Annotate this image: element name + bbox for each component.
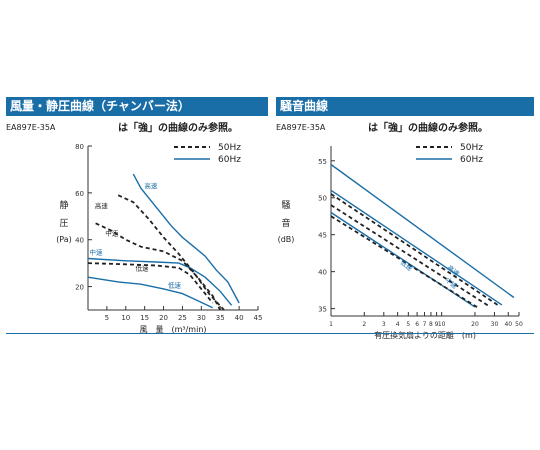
x-tick-label: 5 [105,314,109,322]
series-label: 低速 [136,263,150,272]
x-tick-label: 40 [504,321,512,328]
model-label: EA897E-35A [276,123,326,132]
x-tick-label: 8 [429,321,433,328]
pq-chart: EA897E-35A は「強」の曲線のみ参照。 50Hz 60Hz 20 40 60 80 5 1… [6,121,263,334]
y-tick-label: 60 [75,190,84,198]
series-label: 低速 [168,281,182,290]
series-line-50hz [117,194,225,311]
x-tick-label: 45 [254,314,263,322]
x-tick-label: 5 [406,321,410,328]
series-line-50hz [330,193,499,306]
series-label: 低速 [399,258,415,273]
legend-50hz-label: 50Hz [218,143,241,153]
x-tick-label: 2 [362,321,366,328]
x-tick-label: 3 [382,321,386,328]
series-line-60hz [132,173,240,304]
noise-header: 騒音曲線 [276,97,534,116]
series-line-50hz [87,262,214,304]
x-tick-label: 9 [435,321,439,328]
x-tick-label: 4 [396,321,400,328]
series-line-60hz [87,257,233,306]
y-tick-label: 35 [318,306,327,314]
series-label: 高速 [95,201,109,210]
x-tick-label: 35 [216,314,225,322]
model-label: EA897E-35A [6,123,56,132]
series-label: 高速 [144,181,158,190]
series-line-60hz [330,163,515,299]
x-tick-label: 20 [471,321,479,328]
x-tick-label: 40 [235,314,244,322]
y-axis-label-char: 静 [59,199,68,211]
y-tick-label: 50 [318,195,327,203]
noise-panel: 騒音曲線 EA897E-35A は「強」の曲線のみ参照。 50Hz 60Hz 35 40 4… [276,97,534,340]
pq-chart-area: EA897E-35A は「強」の曲線のみ参照。 50Hz 60Hz 20 40 60 80 5 1… [6,116,268,334]
series-line-50hz [95,222,221,311]
x-tick-label: 7 [423,321,427,328]
y-tick-label: 20 [75,284,84,292]
legend-60hz-label: 60Hz [218,155,241,165]
series-line-60hz [330,189,503,306]
note-text: は「強」の曲線のみ参照。 [368,121,488,134]
legend-60hz-label: 60Hz [460,155,483,165]
x-tick-label: 30 [491,321,499,328]
x-tick-label: 10 [121,314,130,322]
series-label: 中速 [105,229,119,238]
noise-chart: EA897E-35A は「強」の曲線のみ参照。50Hz60Hz3540455055… [276,121,523,340]
x-tick-label: 50 [515,321,523,328]
y-tick-label: 45 [318,232,327,240]
note-text: は「強」の曲線のみ参照。 [118,121,238,134]
x-tick-label: 15 [140,314,149,322]
series-line-50hz [330,215,480,310]
noise-chart-area: EA897E-35A は「強」の曲線のみ参照。 50Hz 60Hz 35 40 45 50 55… [276,116,534,340]
x-axis-label: 風 量 (m³/min) [139,325,206,334]
pq-panel: 風量・静圧曲線（チャンバー法） EA897E-35A は「強」の曲線のみ参照。 50… [6,97,268,334]
series-label: 中速 [90,247,104,256]
y-axis-label-char: 騒 [281,200,290,211]
series-line-50hz [330,204,490,308]
legend-50hz-label: 50Hz [460,143,483,153]
y-tick-label: 80 [75,143,84,151]
x-tick-label: 1 [329,321,333,328]
y-axis-unit: (Pa) [56,235,72,244]
y-axis-label-char: 音 [281,217,290,229]
pq-header: 風量・静圧曲線（チャンバー法） [6,97,268,116]
y-tick-label: 40 [318,269,327,277]
series-line-60hz [87,276,213,309]
bottom-rule [6,333,534,334]
x-tick-label: 25 [178,314,187,322]
y-tick-label: 55 [318,158,327,166]
x-tick-label: 30 [197,314,206,322]
x-axis-label: 有圧換気扇よりの距離 (m) [374,330,476,340]
x-tick-label: 6 [415,321,419,328]
y-tick-label: 40 [75,237,84,245]
y-axis-unit: (dB) [278,235,295,244]
x-tick-label: 20 [159,314,168,322]
y-axis-label-char: 圧 [59,218,68,229]
x-tick-label: 10 [438,321,446,328]
